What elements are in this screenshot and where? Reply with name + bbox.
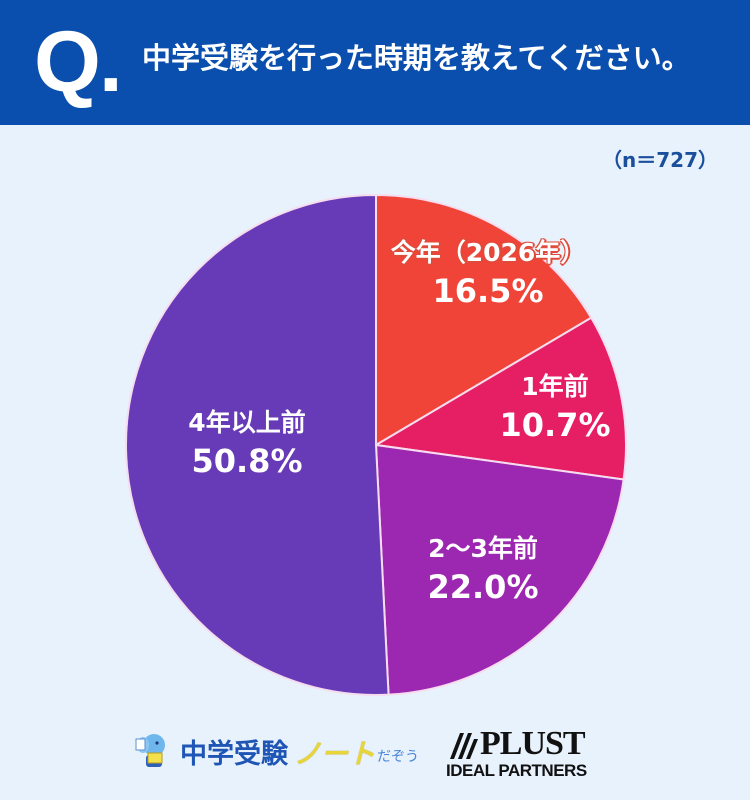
question-title: 中学受験を行った時期を教えてください。: [142, 41, 691, 75]
pie-slice: [374, 443, 625, 696]
footer-logos: 中学受験 ノート だぞう PLUST IDEAL PARTNERS: [0, 725, 750, 785]
plust-mark-icon: [450, 733, 478, 759]
slice-category: 1年前: [521, 372, 589, 401]
slice-category: 今年（2026年）: [390, 238, 586, 267]
logo-note-text: ノート: [294, 738, 375, 770]
slice-label-4-plus-years-ago: 4年以上前 50.8%: [188, 406, 305, 482]
chugaku-juken-note-logo: 中学受験 ノート だぞう: [134, 731, 419, 771]
plust-tagline: IDEAL PARTNERS: [446, 761, 587, 780]
slice-label-2-3-years-ago: 2〜3年前 22.0%: [427, 532, 538, 608]
slice-label-this-year: 今年（2026年） 16.5%: [391, 236, 586, 312]
logo-suffix-text: だぞう: [377, 749, 419, 765]
slice-category: 2〜3年前: [428, 534, 538, 563]
slice-category: 4年以上前: [188, 408, 306, 437]
slice-label-1-year-ago: 1年前 10.7%: [499, 370, 610, 446]
elephant-mascot-icon: [135, 734, 165, 767]
question-header: Q. 中学受験を行った時期を教えてください。: [0, 0, 750, 125]
pie-slice: [373, 316, 627, 481]
slice-percent: 50.8%: [191, 442, 303, 480]
slice-percent: 16.5%: [432, 272, 544, 310]
slice-percent: 10.7%: [499, 406, 611, 444]
q-mark: Q.: [34, 14, 123, 110]
pie-slice: [124, 193, 390, 696]
sample-size-label: （n＝727）: [602, 148, 718, 172]
plust-name: PLUST: [480, 725, 586, 762]
pie-slice: [375, 193, 593, 447]
slice-percent: 22.0%: [427, 568, 539, 606]
plust-logo: PLUST IDEAL PARTNERS: [446, 725, 606, 783]
logo-brand-text: 中学受験: [180, 738, 288, 770]
